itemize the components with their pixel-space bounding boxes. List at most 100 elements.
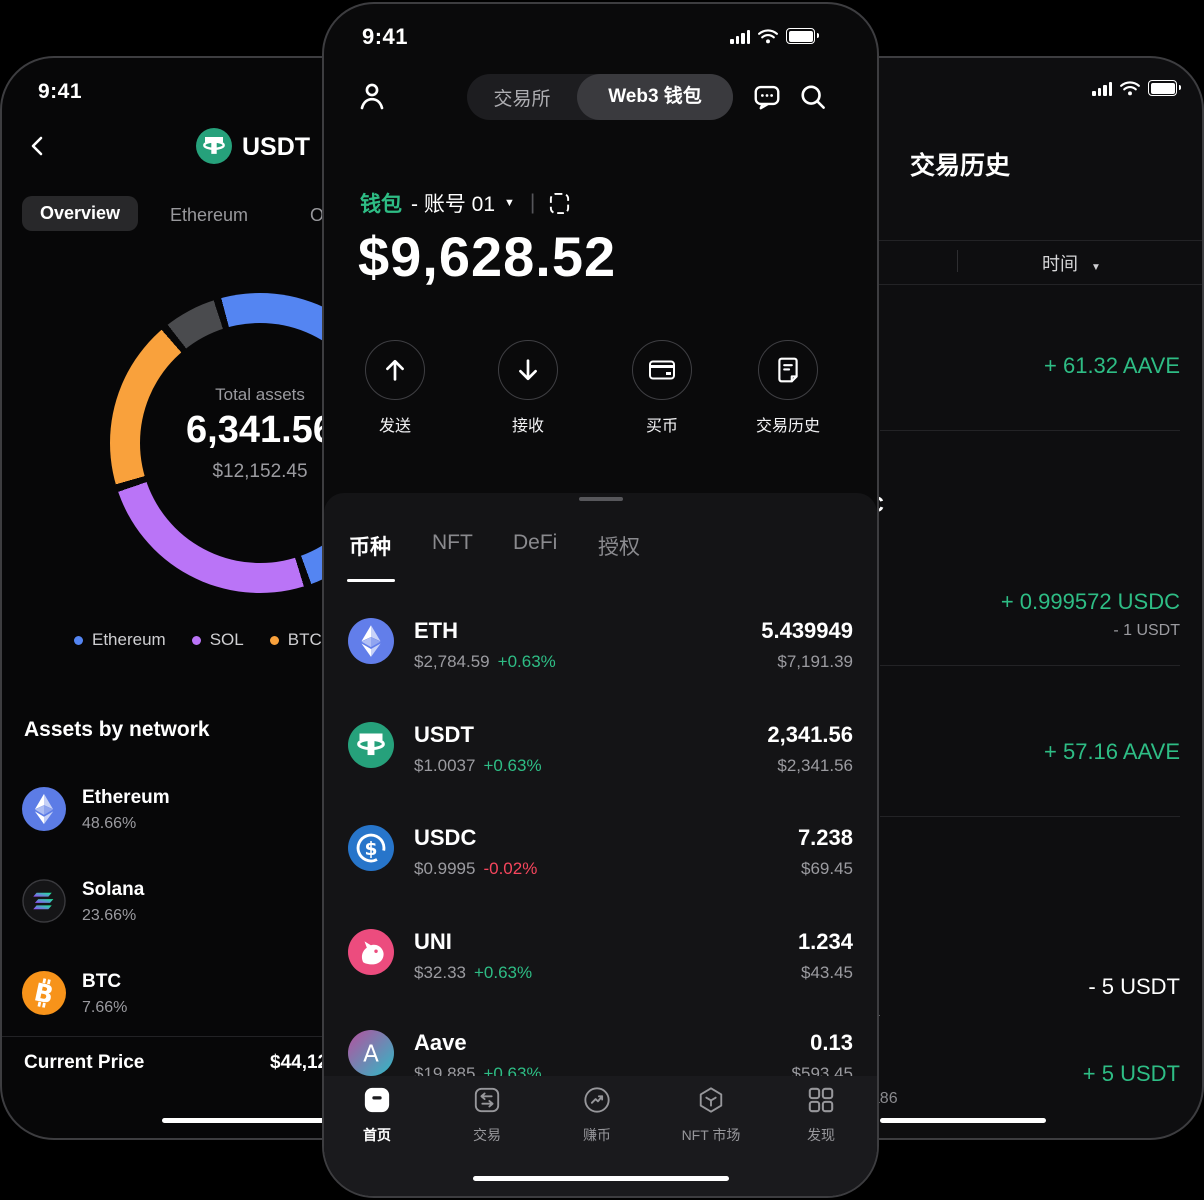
arrow-down-icon xyxy=(519,359,537,381)
buy-crypto-button[interactable]: 买币 xyxy=(602,340,722,436)
nav-home[interactable]: 首页 xyxy=(327,1086,427,1145)
history-button[interactable]: 交易历史 xyxy=(728,340,848,436)
document-icon xyxy=(778,357,798,383)
segmented-control: 交易所 Web3 钱包 xyxy=(467,74,733,120)
tab-partial[interactable]: O xyxy=(310,205,325,225)
time-filter[interactable]: 时间 ▼ xyxy=(1042,254,1101,274)
eth-icon xyxy=(348,618,394,664)
nft-market-icon xyxy=(699,1087,723,1113)
usdc-icon: $ xyxy=(348,825,394,871)
tab-nft[interactable]: NFT xyxy=(432,531,473,554)
filter-divider xyxy=(957,250,958,272)
status-time: 9:41 xyxy=(362,24,409,49)
discover-icon xyxy=(808,1087,834,1113)
nav-earn[interactable]: 赚币 xyxy=(547,1086,647,1145)
tab-approvals[interactable]: 授权 xyxy=(598,536,640,559)
tab-web3-wallet[interactable]: Web3 钱包 xyxy=(577,74,733,120)
page-title: USDT xyxy=(242,133,311,161)
tx-amount[interactable]: + 57.16 AAVE xyxy=(1044,739,1180,764)
battery-icon xyxy=(1148,80,1181,96)
status-icons xyxy=(730,28,819,44)
separator: | xyxy=(529,191,536,214)
profile-icon[interactable] xyxy=(356,80,388,112)
tab-defi[interactable]: DeFi xyxy=(513,531,558,554)
home-indicator[interactable] xyxy=(880,1118,1046,1123)
donut-usd: $12,152.45 xyxy=(212,461,308,482)
tab-coins[interactable]: 币种 xyxy=(349,536,391,559)
tx-amount[interactable]: + 0.999572 USDC xyxy=(1000,589,1180,614)
token-row-usdt[interactable]: USDT $1.0037 +0.63% 2,341.56 $2,341.56 xyxy=(348,712,853,810)
svg-text:A: A xyxy=(363,1042,379,1068)
tx-sub-amount: - 1 USDT xyxy=(1113,622,1180,639)
active-tab-underline xyxy=(347,579,395,582)
home-icon xyxy=(364,1087,390,1113)
legend-btc: BTC xyxy=(269,630,322,650)
card-icon xyxy=(649,360,675,380)
section-title: Assets by network xyxy=(24,718,210,741)
center-phone: 9:41 交易所 Web3 钱包 钱包 xyxy=(322,2,879,1198)
scan-icon[interactable] xyxy=(548,191,571,216)
drag-handle[interactable] xyxy=(578,497,623,501)
nav-nft-market[interactable]: NFT 市场 xyxy=(661,1086,761,1145)
tab-exchange[interactable]: 交易所 xyxy=(493,88,551,110)
chat-icon[interactable] xyxy=(752,82,782,112)
signal-icon xyxy=(1092,81,1112,96)
home-indicator[interactable] xyxy=(162,1118,332,1123)
divider xyxy=(880,430,1180,431)
trade-icon xyxy=(474,1087,500,1113)
battery-icon xyxy=(786,28,819,44)
legend-sol: SOL xyxy=(191,630,244,650)
tab-overview[interactable]: Overview xyxy=(22,196,139,231)
nav-trade[interactable]: 交易 xyxy=(437,1086,537,1145)
wifi-icon xyxy=(1120,81,1140,96)
status-time: 9:41 xyxy=(38,80,83,103)
legend-dot xyxy=(191,635,201,645)
signal-icon xyxy=(730,29,750,44)
wallet-label: 钱包 xyxy=(360,193,402,216)
aave-icon: A xyxy=(348,1030,394,1076)
back-icon[interactable] xyxy=(26,134,50,158)
account-selector[interactable]: 钱包 - 账号 01 ▼ | xyxy=(360,188,571,218)
tx-amount[interactable]: - 5 USDT xyxy=(1088,974,1180,999)
send-button[interactable]: 发送 xyxy=(335,340,455,436)
donut-legend: Ethereum SOL BTC xyxy=(74,630,322,650)
tether-icon xyxy=(196,128,232,164)
tx-amount[interactable]: + 61.32 AAVE xyxy=(1044,353,1180,378)
solana-icon xyxy=(22,879,66,923)
ethereum-icon xyxy=(22,787,66,831)
total-balance: $9,628.52 xyxy=(358,225,617,288)
tx-amount[interactable]: + 5 USDT xyxy=(1082,1061,1180,1086)
usdt-icon xyxy=(348,722,394,768)
status-icons xyxy=(1092,80,1181,96)
arrow-up-icon xyxy=(386,359,404,381)
divider xyxy=(880,665,1180,666)
token-row-eth[interactable]: ETH $2,784.59 +0.63% 5.439949 $7,191.39 xyxy=(348,608,853,706)
page-title: 交易历史 xyxy=(910,152,1011,180)
divider xyxy=(642,284,1202,285)
divider xyxy=(642,240,1202,241)
token-row-uni[interactable]: UNI $32.33 +0.63% 1.234 $43.45 xyxy=(348,919,853,1017)
nav-discover[interactable]: 发现 xyxy=(771,1086,871,1145)
legend-dot xyxy=(269,635,279,645)
caret-down-icon: ▼ xyxy=(504,197,515,209)
home-indicator[interactable] xyxy=(472,1176,729,1181)
receive-button[interactable]: 接收 xyxy=(468,340,588,436)
current-price-label: Current Price xyxy=(24,1052,145,1073)
donut-value: 6,341.56 xyxy=(186,409,334,451)
wifi-icon xyxy=(758,29,778,44)
legend-ethereum: Ethereum xyxy=(74,630,166,650)
account-label: - 账号 01 xyxy=(411,193,496,216)
uni-icon xyxy=(348,929,394,975)
earn-icon xyxy=(584,1087,610,1113)
svg-text:$: $ xyxy=(365,839,378,860)
divider xyxy=(2,1036,550,1037)
tab-ethereum[interactable]: Ethereum xyxy=(170,205,249,225)
legend-dot xyxy=(74,635,83,645)
search-icon[interactable] xyxy=(798,82,828,112)
divider xyxy=(880,816,1180,817)
donut-label: Total assets xyxy=(215,385,305,404)
caret-down-icon: ▼ xyxy=(1091,262,1101,273)
current-price-value: $44,12 xyxy=(270,1052,329,1073)
token-row-usdc[interactable]: $ USDC $0.9995 -0.02% 7.238 $69.45 xyxy=(348,815,853,913)
